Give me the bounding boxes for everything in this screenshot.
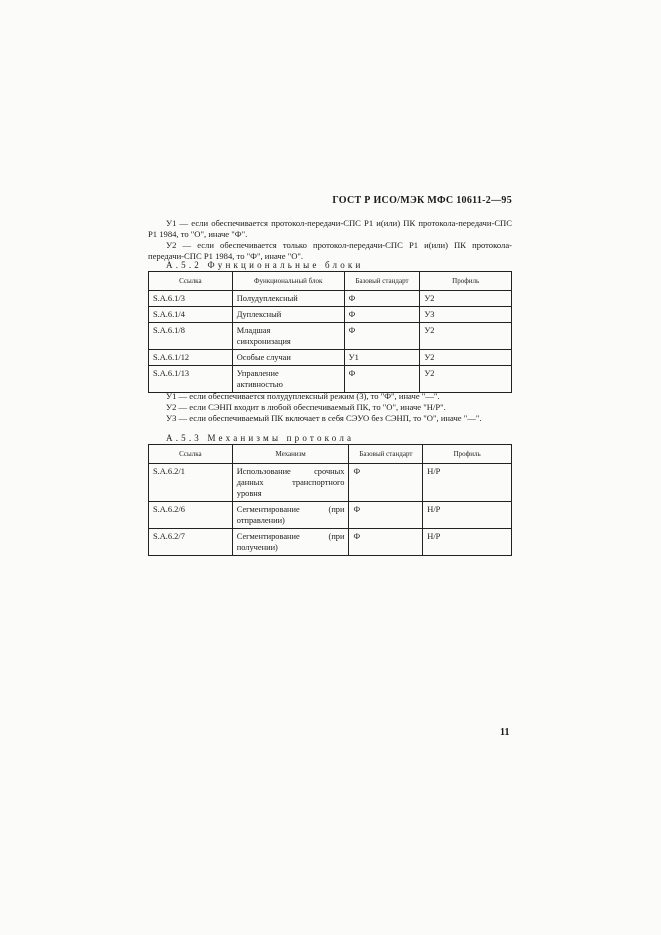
col-header: Профиль: [419, 271, 512, 291]
cell: Сегментирование (при отправлении): [231, 501, 350, 529]
cell: Н/Р: [422, 463, 512, 502]
cell: Ф: [343, 322, 421, 350]
col-header: Ссылка: [148, 271, 233, 291]
table-row: S.A.6.2/6 Сегментирование (при отправлени…: [148, 501, 512, 529]
page-number: 11: [500, 727, 510, 738]
note-u2: У2 — если обеспечивается только протокол…: [148, 240, 512, 261]
note-u2: У2 — если СЭНП входит в любой обеспечива…: [166, 402, 446, 412]
cell: У1: [343, 349, 421, 366]
cell: S.A.6.1/4: [148, 306, 233, 323]
col-header: Профиль: [422, 444, 512, 464]
cell: S.A.6.1/8: [148, 322, 233, 350]
cell: Полудуплексный: [231, 290, 345, 307]
protocol-mechanisms-table: Ссылка Механизм Базовый стандарт Профиль S.…: [148, 444, 512, 556]
cell: Сегментирование (при получении): [231, 528, 350, 556]
cell: У2: [419, 349, 512, 366]
cell: Особые случаи: [231, 349, 345, 366]
note-u1: У1 — если обеспечивается протокол-переда…: [148, 218, 512, 239]
col-header: Функциональный блок: [231, 271, 345, 291]
col-header: Базовый стандарт: [343, 271, 421, 291]
functional-blocks-table: Ссылка Функциональный блок Базовый стандар…: [148, 271, 512, 393]
table-row: S.A.6.1/8 Младшая синхронизация Ф У2: [148, 322, 512, 350]
cell: Н/Р: [422, 528, 512, 556]
cell: У2: [419, 365, 512, 393]
document-header: ГОСТ Р ИСО/МЭК МФС 10611-2—95: [332, 195, 512, 206]
table-row: S.A.6.1/4 Дуплексный Ф У3: [148, 306, 512, 323]
table-row: S.A.6.1/12 Особые случаи У1 У2: [148, 349, 512, 366]
cell: Ф: [343, 365, 421, 393]
cell: S.A.6.1/3: [148, 290, 233, 307]
cell: S.A.6.1/12: [148, 349, 233, 366]
table-row: S.A.6.1/13 Управление активностью Ф У2: [148, 365, 512, 393]
cell: S.A.6.1/13: [148, 365, 233, 393]
table-row: S.A.6.1/3 Полудуплексный Ф У2: [148, 290, 512, 307]
cell: S.A.6.2/1: [148, 463, 233, 502]
section-title: А.5.2 Функциональные блоки: [166, 260, 364, 270]
cell: Н/Р: [422, 501, 512, 529]
cell: Ф: [343, 306, 421, 323]
col-header: Базовый стандарт: [348, 444, 424, 464]
col-header: Механизм: [231, 444, 350, 464]
table-row: S.A.6.2/1 Использование срочных данных тр…: [148, 463, 512, 502]
cell: У3: [419, 306, 512, 323]
note-u3: У3 — если обеспечиваемый ПК включает в с…: [166, 413, 482, 423]
cell: Ф: [348, 528, 424, 556]
col-header: Ссылка: [148, 444, 233, 464]
cell: S.A.6.2/6: [148, 501, 233, 529]
cell: S.A.6.2/7: [148, 528, 233, 556]
cell: Дуплексный: [231, 306, 345, 323]
note-u1: У1 — если обеспечивается полудуплексный …: [166, 391, 440, 401]
cell: Управление активностью: [231, 365, 345, 393]
table-row: S.A.6.2/7 Сегментирование (при получении)…: [148, 528, 512, 556]
cell: Использование срочных данных транспортно…: [231, 463, 350, 502]
section-title: А.5.3 Механизмы протокола: [166, 433, 355, 443]
cell: Ф: [348, 501, 424, 529]
cell: Младшая синхронизация: [231, 322, 345, 350]
cell: Ф: [348, 463, 424, 502]
cell: У2: [419, 322, 512, 350]
cell: У2: [419, 290, 512, 307]
cell: Ф: [343, 290, 421, 307]
